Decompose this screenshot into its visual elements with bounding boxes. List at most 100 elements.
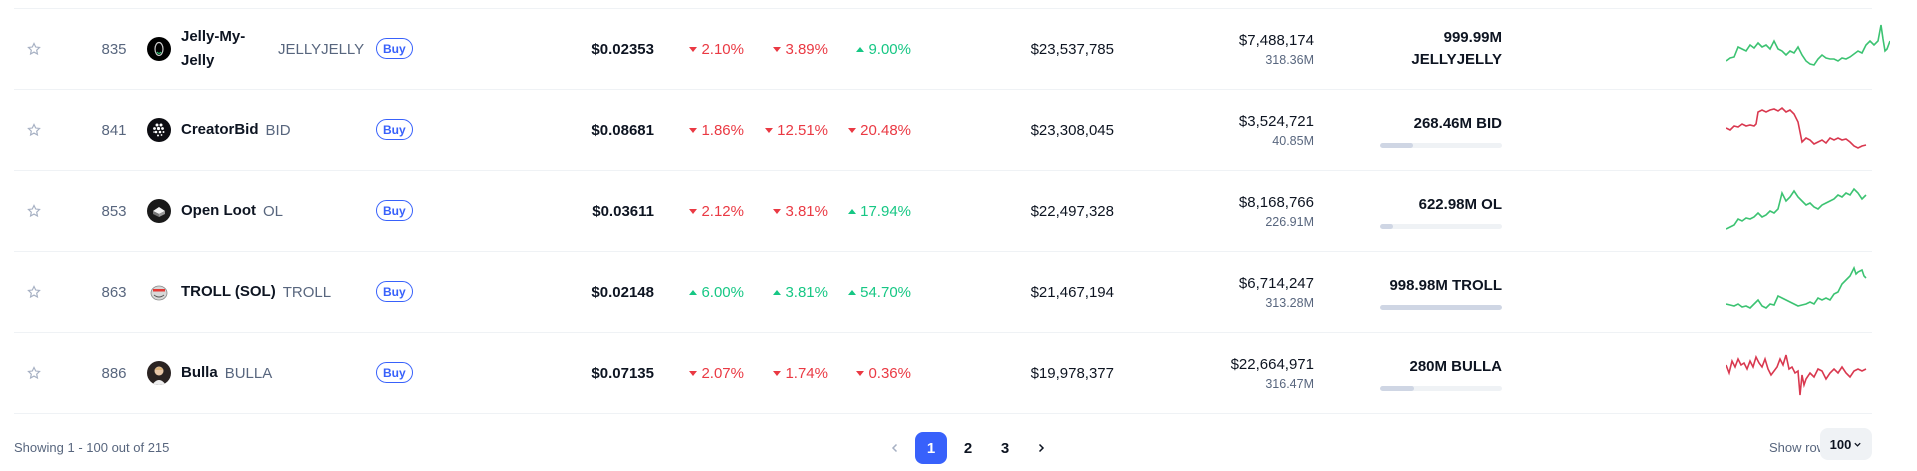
change-24h: 3.81% xyxy=(728,171,828,251)
change-1h-value: 1.86% xyxy=(701,121,744,139)
change-24h: 1.74% xyxy=(728,333,828,413)
coin-symbol: JELLYJELLY xyxy=(278,40,365,58)
watchlist-star-button[interactable] xyxy=(24,90,44,170)
supply-value: 999.99M JELLYJELLY xyxy=(1411,29,1502,68)
page-3-button[interactable]: 3 xyxy=(1000,439,1010,457)
volume-usd: $6,714,247 xyxy=(1238,274,1314,292)
circulating-supply: 999.99M JELLYJELLY xyxy=(1366,9,1502,89)
caret-down-icon xyxy=(848,127,857,133)
sparkline-7d xyxy=(1726,90,1890,170)
coin-link[interactable]: CreatorBid BID xyxy=(147,90,427,170)
troll-logo-icon xyxy=(147,280,171,304)
chevron-right-icon xyxy=(1038,443,1045,453)
coin-symbol: TROLL xyxy=(282,283,332,301)
change-1h: 1.86% xyxy=(644,90,744,170)
creatorbid-logo-icon xyxy=(147,118,171,142)
coin-symbol: OL xyxy=(263,202,284,220)
buy-button[interactable]: Buy xyxy=(376,119,413,140)
volume-24h: $8,168,766 226.91M xyxy=(1114,171,1314,251)
change-24h-value: 1.74% xyxy=(785,364,828,382)
page-1-button[interactable]: 1 xyxy=(915,432,947,464)
coin-link[interactable]: Open Loot OL xyxy=(147,171,427,251)
change-7d: 9.00% xyxy=(811,9,911,89)
change-7d-value: 9.00% xyxy=(868,40,911,58)
rows-per-page-select[interactable]: 100 xyxy=(1820,428,1872,460)
watchlist-star-button[interactable] xyxy=(24,252,44,332)
rank: 886 xyxy=(101,364,127,382)
buy-button[interactable]: Buy xyxy=(376,200,413,221)
caret-down-icon xyxy=(856,370,865,376)
change-7d-value: 0.36% xyxy=(868,364,911,382)
show-rows-label: Show rows xyxy=(1769,440,1833,455)
supply-value: 622.98M OL xyxy=(1418,195,1502,213)
caret-up-icon xyxy=(856,46,865,52)
sparkline-7d xyxy=(1726,9,1890,89)
change-7d-value: 20.48% xyxy=(860,121,911,139)
change-24h-value: 3.81% xyxy=(785,283,828,301)
watchlist-star-button[interactable] xyxy=(24,9,44,89)
caret-up-icon xyxy=(773,289,782,295)
table-row[interactable]: 863 TROLL (SOL) TROLL Buy $0.02148 6.00%… xyxy=(14,252,1872,333)
coin-table: 835 Jelly-My-Jelly JELLYJELLY Buy $0.023… xyxy=(14,8,1890,414)
coin-name: Open Loot xyxy=(181,202,256,219)
supply-progress-bar xyxy=(1380,142,1502,148)
pagination-summary: Showing 1 - 100 out of 215 xyxy=(14,440,170,455)
caret-up-icon xyxy=(848,289,857,295)
price: $0.02148 xyxy=(591,283,654,301)
price: $0.08681 xyxy=(591,121,654,139)
buy-button[interactable]: Buy xyxy=(376,362,413,383)
coin-name: Bulla xyxy=(181,364,218,381)
volume-24h: $3,524,721 40.85M xyxy=(1114,90,1314,170)
volume-token: 226.91M xyxy=(1265,214,1314,229)
previous-page-button[interactable] xyxy=(880,432,910,464)
caret-down-icon xyxy=(689,370,698,376)
change-1h-value: 2.10% xyxy=(701,40,744,58)
change-24h: 3.89% xyxy=(728,9,828,89)
buy-button[interactable]: Buy xyxy=(376,38,413,59)
volume-token: 40.85M xyxy=(1272,133,1314,148)
change-1h-value: 2.07% xyxy=(701,364,744,382)
caret-down-icon xyxy=(773,46,782,52)
change-7d: 17.94% xyxy=(811,171,911,251)
price: $0.02353 xyxy=(591,40,654,58)
table-row[interactable]: 841 CreatorBid BID Buy $0.08681 1.86% 12… xyxy=(14,90,1872,171)
supply-value: 998.98M TROLL xyxy=(1389,276,1502,294)
change-24h-value: 3.81% xyxy=(785,202,828,220)
supply-progress-bar xyxy=(1380,385,1502,391)
star-icon xyxy=(27,366,41,380)
next-page-button[interactable] xyxy=(1026,432,1056,464)
star-icon xyxy=(27,42,41,56)
watchlist-star-button[interactable] xyxy=(24,333,44,413)
volume-usd: $22,664,971 xyxy=(1230,355,1314,373)
table-row[interactable]: 886 Bulla BULLA Buy $0.07135 2.07% 1.74%… xyxy=(14,333,1872,414)
star-icon xyxy=(27,285,41,299)
coin-link[interactable]: Bulla BULLA xyxy=(147,333,427,413)
table-row[interactable]: 853 Open Loot OL Buy $0.03611 2.12% 3.81… xyxy=(14,171,1872,252)
sparkline-chart xyxy=(1726,187,1867,230)
coin-name: CreatorBid xyxy=(181,121,259,138)
sparkline-chart xyxy=(1726,354,1867,396)
page-2-button[interactable]: 2 xyxy=(963,439,973,457)
volume-token: 316.47M xyxy=(1265,376,1314,391)
price: $0.07135 xyxy=(591,364,654,382)
coin-link[interactable]: TROLL (SOL) TROLL xyxy=(147,252,427,332)
volume-token: 313.28M xyxy=(1265,295,1314,310)
supply-value: 268.46M BID xyxy=(1413,114,1502,132)
change-7d-value: 54.70% xyxy=(860,283,911,301)
change-7d: 0.36% xyxy=(811,333,911,413)
caret-down-icon xyxy=(765,127,774,133)
caret-down-icon xyxy=(689,208,698,214)
caret-up-icon xyxy=(848,208,857,214)
buy-button[interactable]: Buy xyxy=(376,281,413,302)
table-row[interactable]: 835 Jelly-My-Jelly JELLYJELLY Buy $0.023… xyxy=(14,9,1890,90)
rank: 863 xyxy=(101,283,127,301)
volume-usd: $7,488,174 xyxy=(1238,31,1314,49)
caret-up-icon xyxy=(689,289,698,295)
coin-link[interactable]: Jelly-My-Jelly JELLYJELLY xyxy=(147,9,427,89)
market-cap: $23,308,045 xyxy=(1030,121,1114,139)
caret-down-icon xyxy=(689,46,698,52)
market-cap: $22,497,328 xyxy=(1030,202,1114,220)
watchlist-star-button[interactable] xyxy=(24,171,44,251)
rank: 841 xyxy=(101,121,127,139)
market-cap: $23,537,785 xyxy=(1030,40,1114,58)
